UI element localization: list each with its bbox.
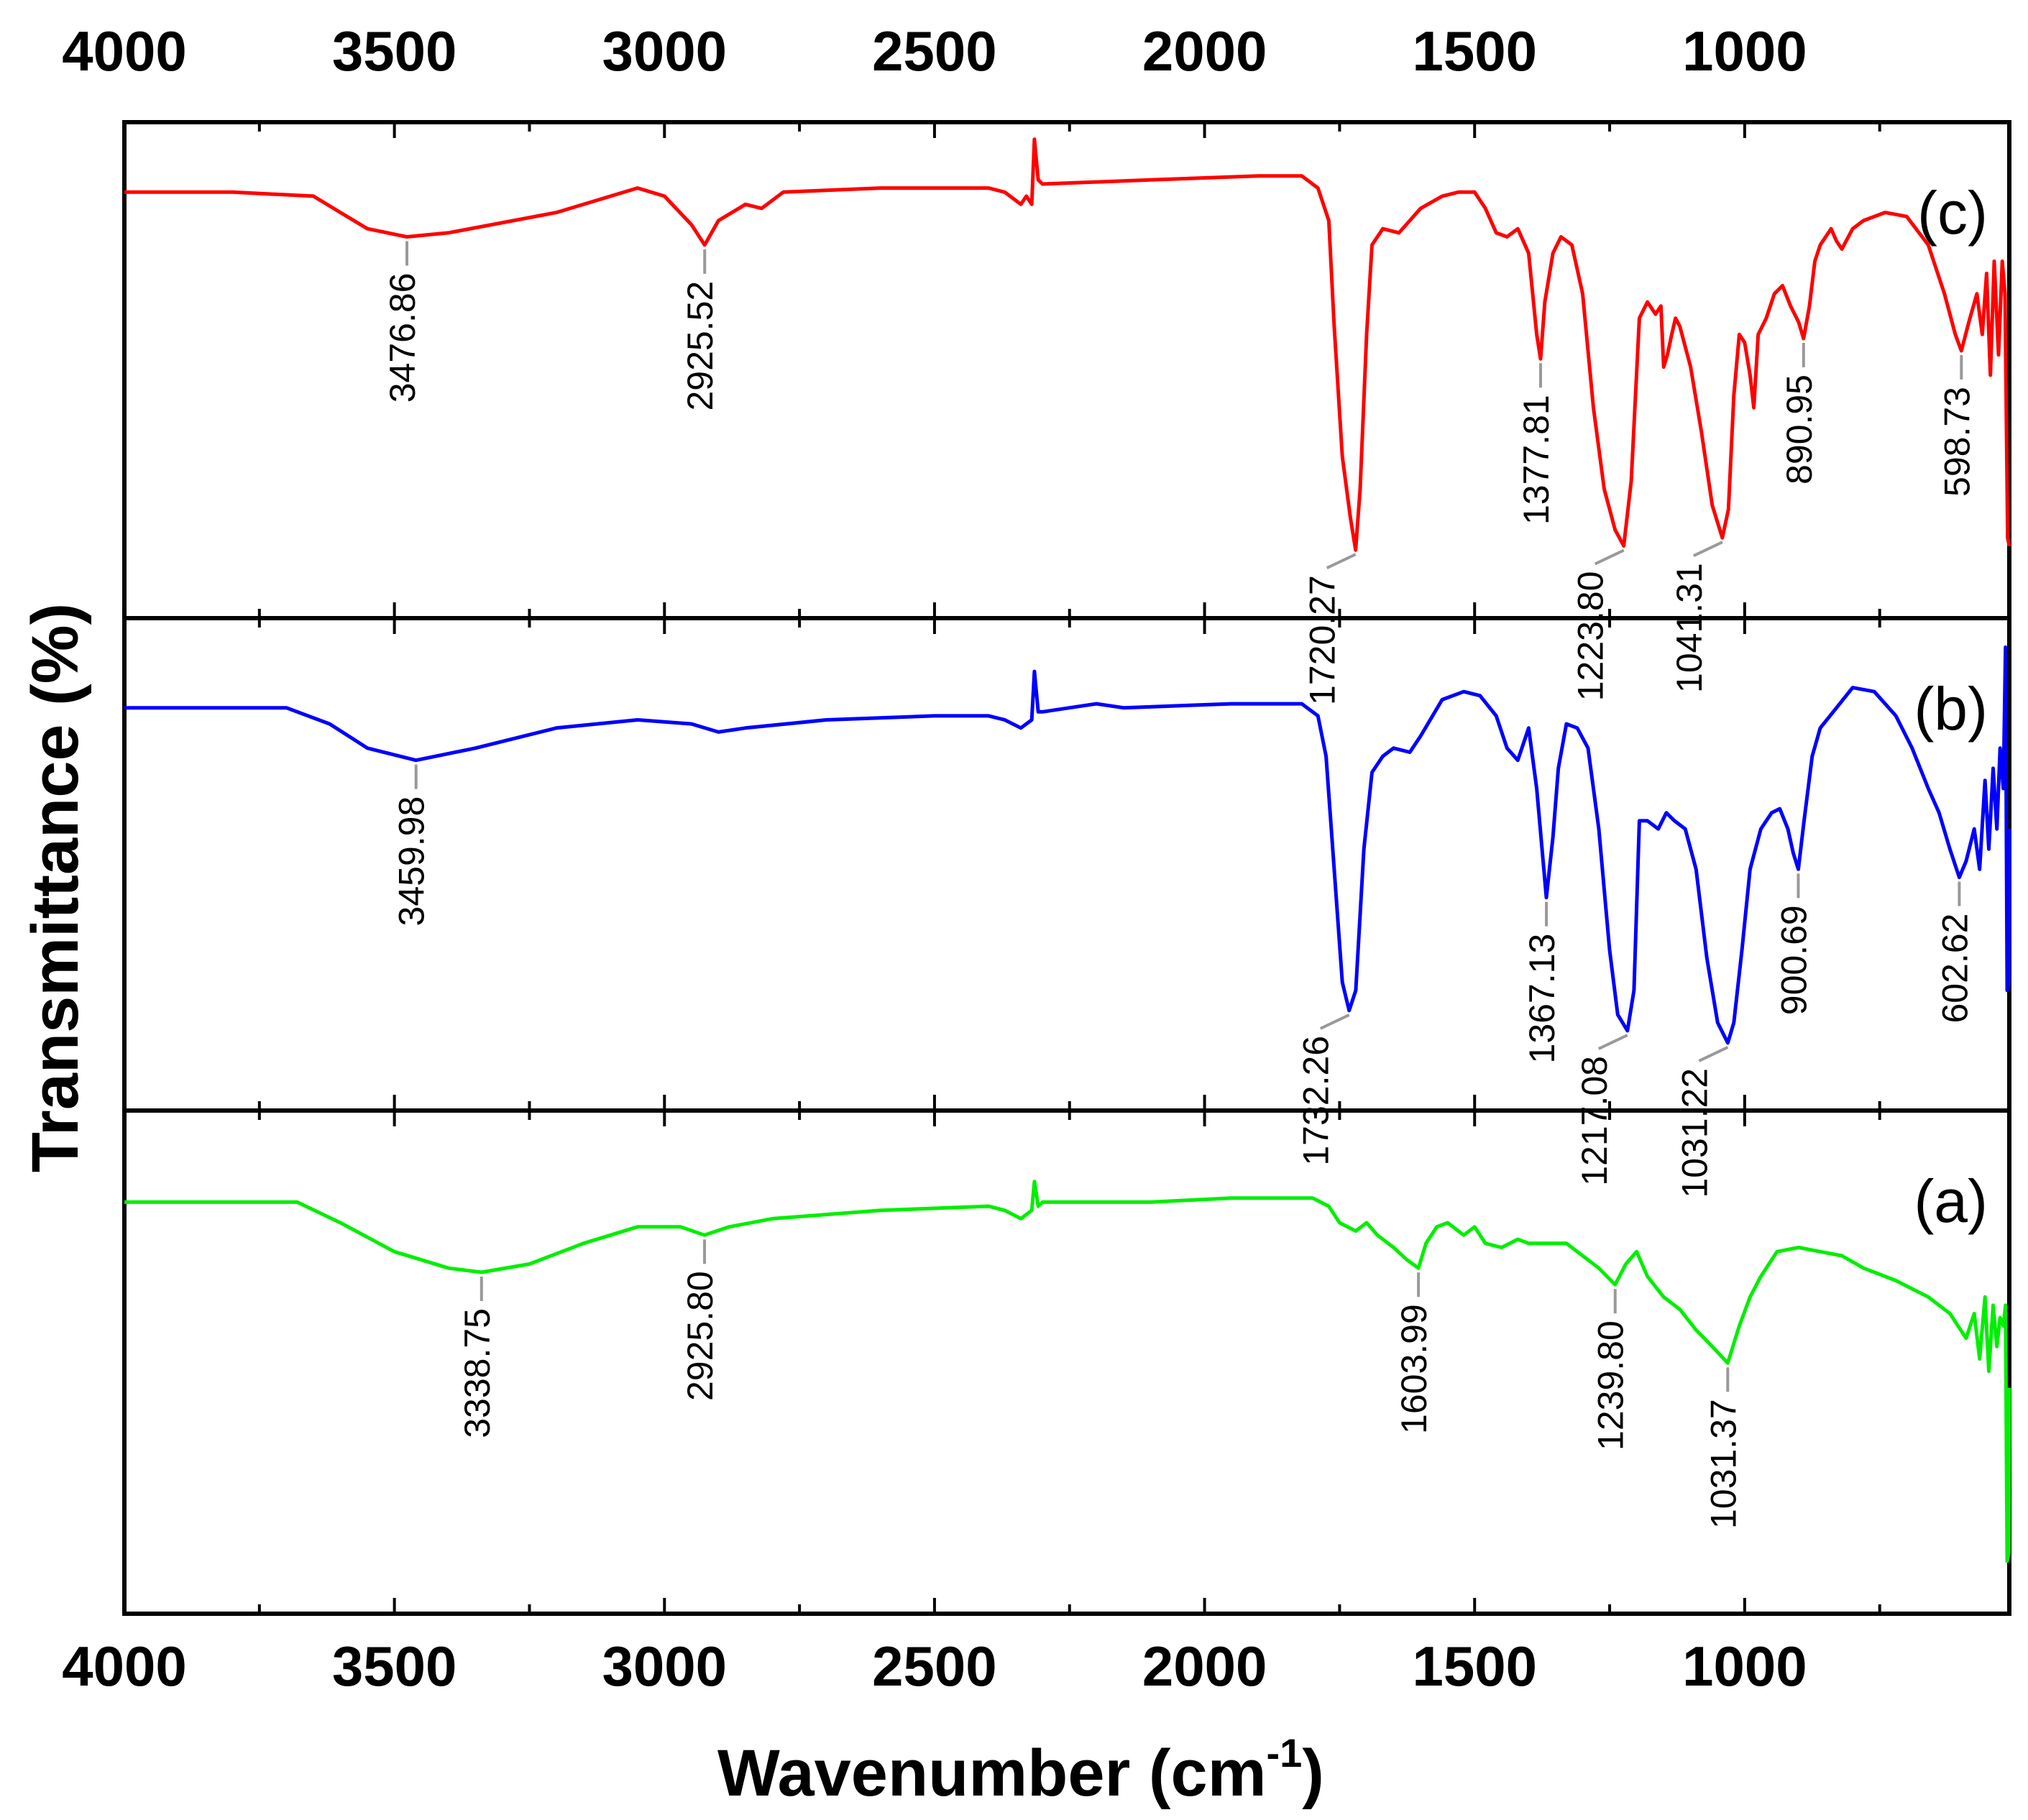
panel-frame-2: [122, 1108, 2011, 1616]
peak-label-0-5: 1041.31: [1669, 563, 1710, 693]
peak-label-1-4: 1031.22: [1674, 1068, 1715, 1198]
peak-label-0-4: 1223.80: [1571, 571, 1611, 702]
peak-leader-0-2: [1326, 553, 1357, 570]
x-tick-label-top-3500: 3500: [332, 19, 457, 83]
peak-label-2-0: 3338.75: [457, 1308, 497, 1438]
peak-label-2-1: 2925.80: [680, 1271, 720, 1401]
spectrum-line-0: [124, 137, 2011, 552]
peak-label-1-3: 1217.08: [1574, 1056, 1615, 1186]
x-tick-label-bottom-4000: 4000: [62, 1635, 187, 1698]
peak-leader-1-3: [1597, 1034, 1628, 1050]
panel-label-1: (b): [1914, 675, 1988, 743]
peak-label-0-1: 2925.52: [680, 281, 720, 411]
peak-leader-0-5: [1692, 541, 1723, 558]
peak-leader-1-4: [1698, 1046, 1729, 1062]
x-tick-label-bottom-2000: 2000: [1142, 1635, 1267, 1698]
peak-label-1-6: 602.62: [1935, 914, 1975, 1024]
x-tick-label-bottom-3000: 3000: [602, 1635, 728, 1698]
peak-label-0-0: 3476.86: [382, 273, 423, 403]
x-tick-label-bottom-2500: 2500: [872, 1635, 997, 1698]
y-axis-title: Transmittance (%): [19, 603, 92, 1172]
peak-leader-1-1: [1319, 1014, 1350, 1030]
peak-label-1-1: 1732.26: [1296, 1036, 1336, 1166]
peak-label-0-7: 598.73: [1937, 387, 1977, 497]
peak-label-1-5: 900.69: [1774, 905, 1814, 1015]
annotations: 4000 4000 3500 3500 3000 3000 2500 2500 2000 2000…: [62, 19, 1988, 1698]
peak-label-1-2: 1367.13: [1522, 934, 1562, 1064]
x-tick-label-bottom-1000: 1000: [1682, 1635, 1807, 1698]
peak-label-2-3: 1239.80: [1591, 1320, 1631, 1451]
x-tick-label-top-4000: 4000: [62, 19, 187, 83]
x-tick-label-bottom-3500: 3500: [332, 1635, 457, 1698]
x-tick-label-bottom-1500: 1500: [1412, 1635, 1537, 1698]
x-tick-label-top-2500: 2500: [872, 19, 997, 83]
x-tick-label-top-2000: 2000: [1142, 19, 1267, 83]
spectrum-line-2: [124, 1180, 2011, 1563]
peak-label-0-2: 1720.27: [1303, 575, 1343, 705]
peak-label-2-4: 1031.37: [1703, 1399, 1743, 1529]
spectra-series: [124, 137, 2011, 1563]
axis-ticks: [123, 122, 1881, 1614]
peak-label-1-0: 3459.98: [392, 796, 432, 927]
x-tick-label-top-1500: 1500: [1412, 19, 1537, 83]
panel-label-2: (a): [1914, 1167, 1988, 1235]
x-tick-label-top-3000: 3000: [602, 19, 728, 83]
panel-label-0: (c): [1917, 179, 1988, 247]
spectrum-line-1: [124, 645, 2011, 1045]
peak-leader-0-4: [1594, 548, 1625, 566]
peak-label-0-6: 890.95: [1779, 374, 1820, 484]
peak-label-0-3: 1377.81: [1516, 395, 1556, 525]
peak-label-2-2: 1603.99: [1394, 1304, 1434, 1434]
x-axis-title: Wavenumber (cm-1): [717, 1730, 1324, 1810]
x-tick-label-top-1000: 1000: [1682, 19, 1807, 83]
